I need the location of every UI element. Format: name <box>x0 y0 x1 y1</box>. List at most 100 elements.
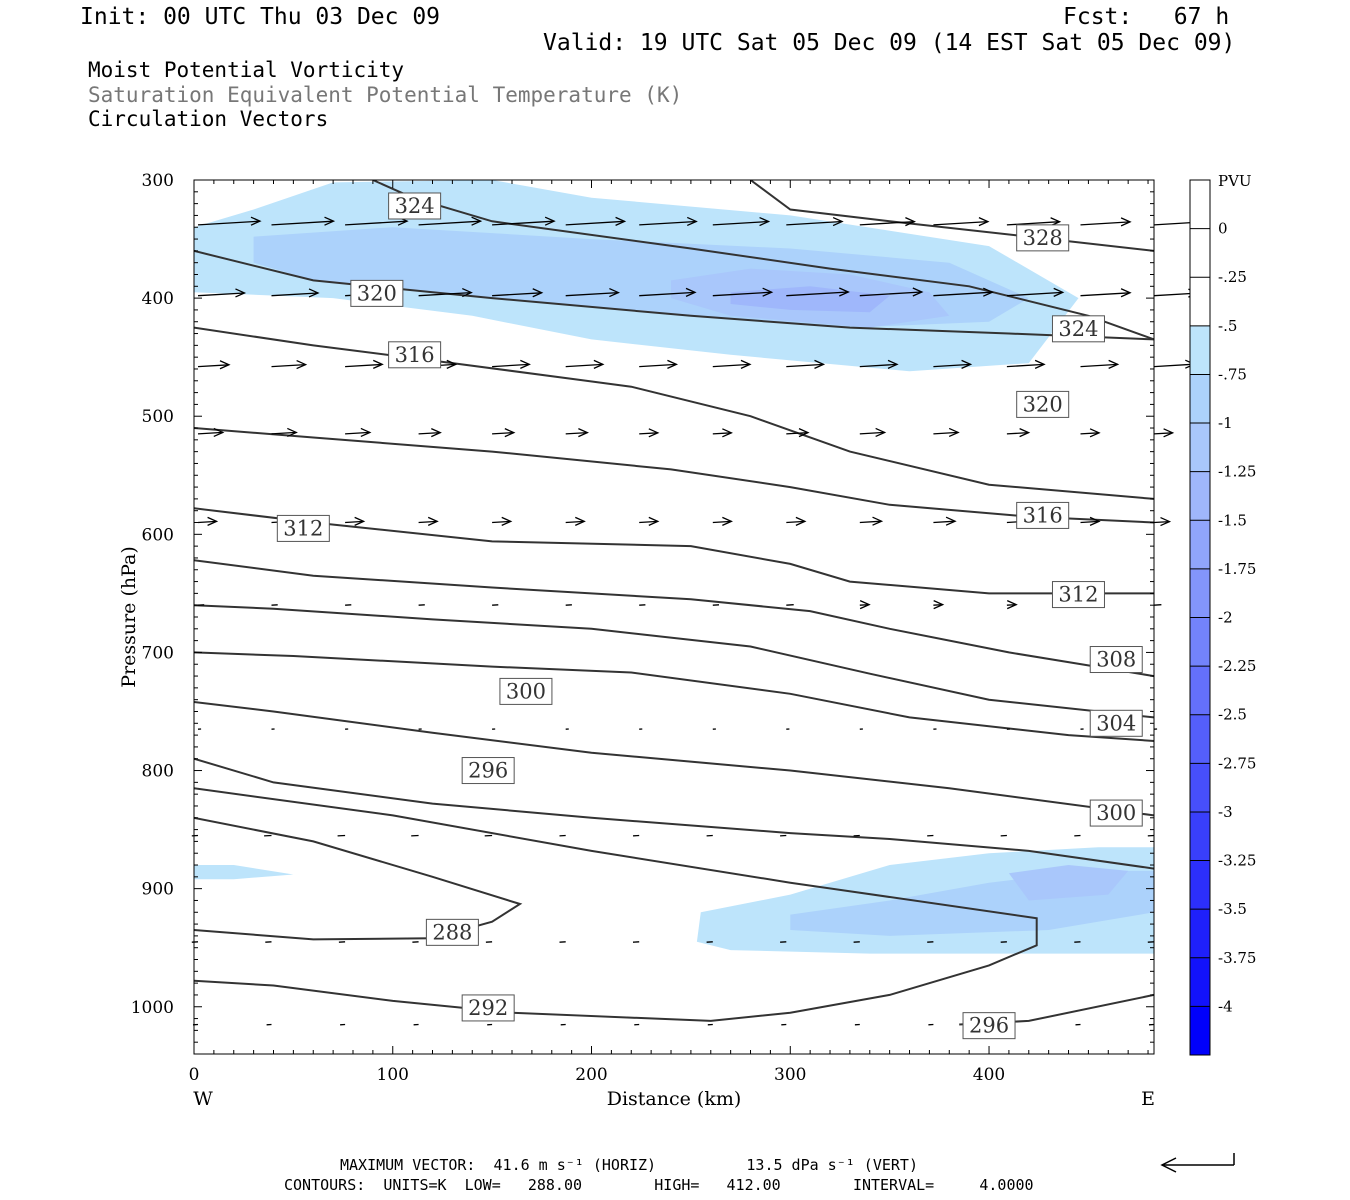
field-label-vectors: Circulation Vectors <box>88 107 329 131</box>
x-tick-label: 200 <box>575 1065 607 1085</box>
contour-label: 296 <box>962 1012 1016 1040</box>
colorbar-segment <box>1190 568 1210 618</box>
svg-text:300: 300 <box>506 679 546 703</box>
max-vector-note: MAXIMUM VECTOR: 41.6 m s⁻¹ (HORIZ) 13.5 … <box>340 1156 918 1174</box>
circulation-vector <box>933 427 960 438</box>
colorbar-label: -2.5 <box>1218 706 1247 724</box>
circulation-vector <box>1153 428 1175 438</box>
circulation-vector <box>565 359 605 369</box>
theta-e-contour-336 <box>749 180 1154 252</box>
colorbar-label: -1.5 <box>1218 511 1247 529</box>
svg-text:324: 324 <box>1058 317 1098 341</box>
svg-text:316: 316 <box>1023 503 1063 527</box>
colorbar-segment <box>1190 957 1210 1007</box>
circulation-vector <box>859 287 924 297</box>
x-tick-label: 100 <box>377 1065 409 1085</box>
colorbar-label: -.5 <box>1218 317 1237 335</box>
colorbar-unit: PVU <box>1218 172 1252 190</box>
contour-label: 324 <box>1051 315 1105 343</box>
colorbar-label: -2.25 <box>1218 657 1256 675</box>
circulation-vector <box>859 516 884 526</box>
circulation-vector <box>345 359 384 369</box>
circulation-vector <box>565 428 589 438</box>
colorbar-segment <box>1190 228 1210 278</box>
contour-label: 312 <box>276 514 330 542</box>
colorbar-label: -4 <box>1218 997 1233 1015</box>
circulation-vector <box>492 516 513 526</box>
svg-text:300: 300 <box>1096 801 1136 825</box>
forecast-hour: Fcst: 67 h <box>1063 4 1230 30</box>
colorbar-label: -3.25 <box>1218 852 1256 870</box>
colorbar-label: -.75 <box>1218 365 1247 383</box>
circulation-vector <box>1080 516 1101 526</box>
svg-text:316: 316 <box>395 343 435 367</box>
circulation-vector <box>859 217 916 227</box>
circulation-vector <box>492 359 531 369</box>
circulation-vector <box>1006 428 1031 438</box>
contour-label: 296 <box>461 757 515 785</box>
circulation-vector <box>786 287 850 297</box>
circulation-vector <box>712 359 752 369</box>
theta-e-contour-288 <box>194 816 523 941</box>
svg-text:312: 312 <box>283 516 323 540</box>
circulation-vector <box>933 600 945 610</box>
theta-e-contour-308 <box>194 604 1154 719</box>
circulation-vector <box>639 516 660 526</box>
circulation-vector <box>1006 359 1046 369</box>
x-tick-label: 0 <box>189 1065 200 1085</box>
svg-text:288: 288 <box>432 920 472 944</box>
circulation-vector <box>933 359 973 369</box>
svg-text:320: 320 <box>357 281 397 305</box>
circulation-vector <box>1080 217 1132 227</box>
contour-label: 292 <box>461 994 515 1022</box>
svg-text:296: 296 <box>468 759 508 783</box>
colorbar-segment <box>1190 374 1210 424</box>
contour-label: 300 <box>499 677 553 705</box>
circulation-vector <box>859 427 887 438</box>
contour-label: 300 <box>1089 799 1143 827</box>
circulation-vector <box>859 600 871 610</box>
circulation-vector <box>418 516 439 526</box>
theta-e-contour-292 <box>194 787 1038 1022</box>
colorbar-label: -3.5 <box>1218 900 1247 918</box>
x-axis-label: Distance (km) <box>607 1088 742 1110</box>
colorbar-segment <box>1190 763 1210 813</box>
circulation-vector <box>712 216 771 227</box>
contour-label: 308 <box>1089 646 1143 674</box>
y-tick-label: 500 <box>142 407 174 427</box>
circulation-vector <box>1080 288 1132 298</box>
y-axis-label: Pressure (hPa) <box>118 546 140 688</box>
contour-label: 304 <box>1089 709 1143 737</box>
circulation-vector <box>1006 600 1018 610</box>
colorbar-segment <box>1190 811 1210 862</box>
circulation-vector <box>639 216 698 227</box>
theta-e-contours <box>194 180 1154 1026</box>
east-label: E <box>1141 1088 1155 1110</box>
circulation-vector <box>492 216 556 226</box>
circulation-vector <box>712 428 733 438</box>
circulation-vector <box>197 360 231 370</box>
circulation-vector <box>197 288 247 298</box>
colorbar: PVU 0 -.25 -.5 -.75 -1 -1.25 -1.5 -1.75 -2 -2.25 -2… <box>1189 172 1256 1056</box>
colorbar-segment <box>1190 423 1210 473</box>
circulation-vector <box>786 359 826 369</box>
svg-text:304: 304 <box>1096 711 1136 735</box>
theta-e-contour-312 <box>194 559 1154 678</box>
circulation-vector <box>933 217 990 227</box>
theta-e-contour-296 <box>194 757 1154 870</box>
contour-label: 312 <box>1051 581 1105 609</box>
circulation-vector <box>639 287 697 297</box>
theta-e-contour-304 <box>194 651 1154 742</box>
colorbar-label: -3 <box>1218 803 1233 821</box>
colorbar-segment <box>1190 714 1210 764</box>
colorbar-segment <box>1190 860 1210 910</box>
contour-label: 316 <box>1016 501 1070 529</box>
colorbar-label: -1.25 <box>1218 463 1256 481</box>
circulation-vector <box>197 216 262 226</box>
y-tick-label: 600 <box>142 525 174 545</box>
reference-vector <box>1160 1153 1235 1173</box>
contour-label: 320 <box>350 279 404 307</box>
colorbar-segment <box>1190 520 1210 570</box>
circulation-vector <box>197 427 225 438</box>
x-tick-label: 400 <box>973 1065 1005 1085</box>
